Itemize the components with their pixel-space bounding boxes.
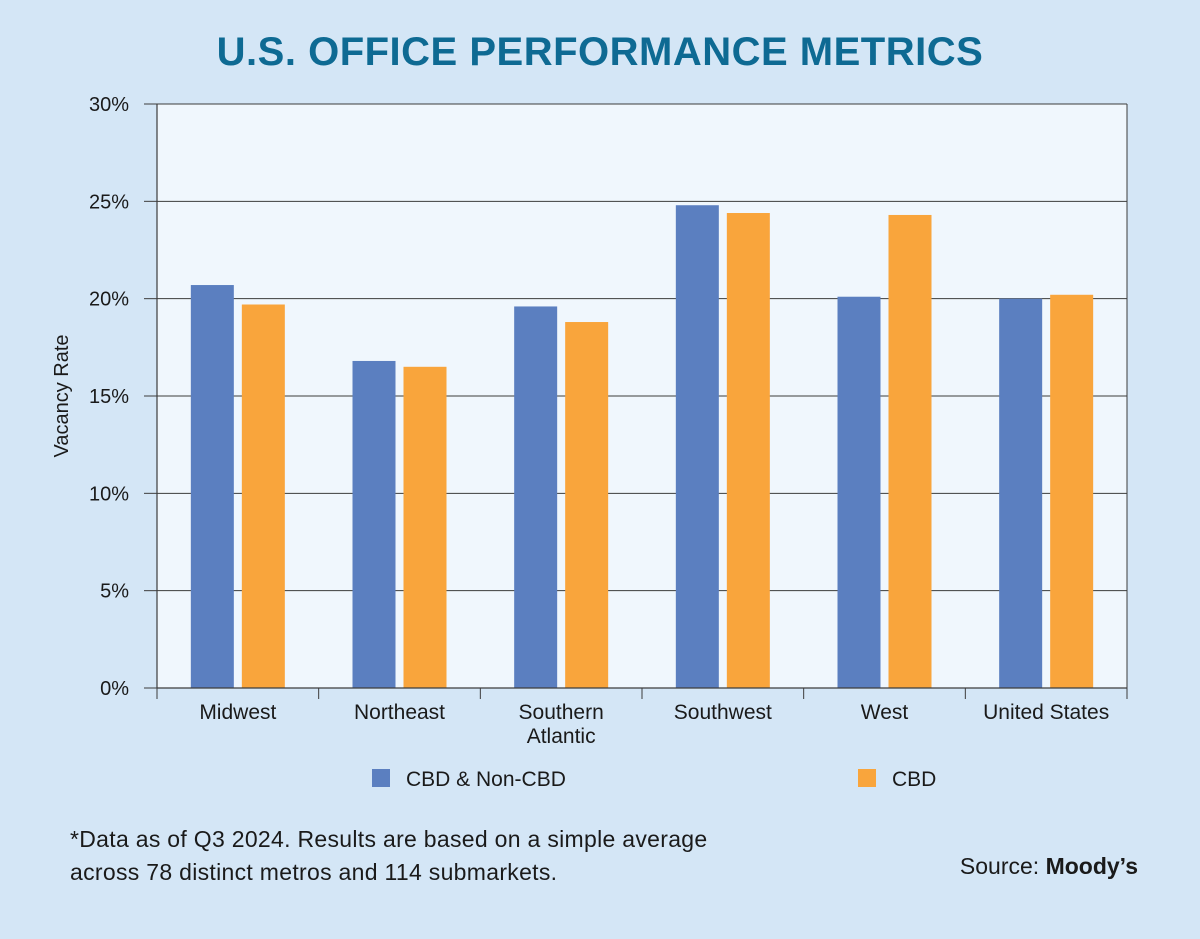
bar-cbd-non-cbd-northeast	[352, 360, 396, 688]
y-tick-label: 5%	[100, 581, 129, 603]
bar-cbd-southwest	[726, 213, 770, 688]
footnote-line-2: across 78 distinct metros and 114 submar…	[70, 859, 558, 885]
legend: CBD & Non-CBD CBD	[372, 768, 936, 791]
bars	[190, 205, 1094, 688]
y-tick-label: 10%	[89, 483, 129, 505]
bar-cbd-west	[888, 214, 932, 688]
chart-title: U.S. OFFICE PERFORMANCE METRICS	[216, 30, 984, 74]
x-category-label: United States	[983, 701, 1109, 724]
y-tick-label: 30%	[89, 94, 129, 116]
legend-swatch	[372, 769, 390, 787]
bar-cbd-non-cbd-southwest	[675, 205, 719, 688]
x-category-label: Southern	[519, 701, 604, 724]
source-note: Source: Moody’s	[960, 853, 1138, 880]
bar-cbd-non-cbd-united-states	[999, 298, 1043, 688]
bar-cbd-united-states	[1050, 294, 1094, 688]
y-tick-label: 25%	[89, 191, 129, 213]
x-category-label: Northeast	[354, 701, 445, 724]
source-label: Source:	[959, 853, 1040, 879]
bar-cbd-non-cbd-southern-atlantic	[514, 306, 558, 688]
y-tick-label: 20%	[89, 289, 129, 311]
bar-cbd-midwest	[241, 304, 285, 688]
y-tick-label: 15%	[89, 386, 129, 408]
y-tick-label: 0%	[100, 678, 129, 700]
footnote-line-1: *Data as of Q3 2024. Results are based o…	[70, 826, 708, 852]
legend-label: CBD & Non-CBD	[406, 768, 566, 791]
footnote: *Data as of Q3 2024. Results are based o…	[70, 823, 850, 889]
x-category-label: Atlantic	[527, 725, 596, 748]
axes	[144, 103, 1128, 699]
x-category-label: Southwest	[674, 701, 772, 724]
x-category-label: West	[861, 701, 909, 724]
x-category-label: Midwest	[199, 701, 276, 724]
gridlines	[157, 103, 1127, 592]
legend-label: CBD	[892, 768, 936, 791]
bar-cbd-non-cbd-west	[837, 296, 881, 688]
bar-cbd-northeast	[403, 366, 447, 688]
bar-cbd-non-cbd-midwest	[190, 285, 234, 688]
bar-cbd-southern-atlantic	[565, 322, 609, 688]
legend-swatch	[858, 769, 876, 787]
source-brand: Moody’s	[1045, 853, 1138, 879]
y-tick-labels: 0% 5% 10% 15% 20% 25% 30%	[89, 94, 129, 700]
y-axis-title: Vacancy Rate	[51, 334, 73, 457]
